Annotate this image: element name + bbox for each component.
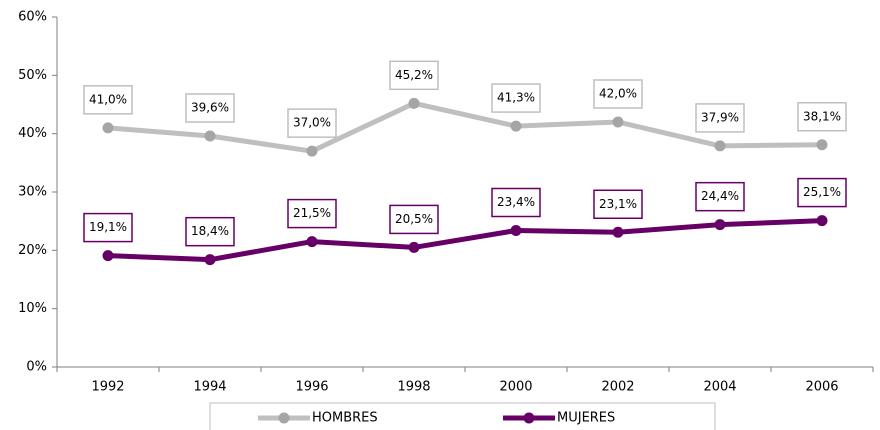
- value-label-box: [797, 177, 847, 208]
- point: [408, 97, 420, 109]
- y-tick-label: 10%: [18, 301, 47, 316]
- value-label: 21,5%: [293, 206, 331, 220]
- x-tick-label: 2000: [499, 380, 532, 395]
- x-tick-label: 2002: [601, 380, 634, 395]
- value-label-box: [83, 212, 133, 243]
- point: [510, 225, 522, 236]
- legend-label: HOMBRES: [312, 411, 378, 426]
- x-tick-label: 2006: [805, 380, 838, 395]
- value-label-box: [185, 216, 235, 247]
- value-label-box: [389, 204, 439, 235]
- value-label-box: [491, 187, 541, 218]
- series-line: [107, 100, 823, 154]
- legend-label: MUJERES: [557, 411, 615, 426]
- value-label: 41,3%: [497, 91, 535, 105]
- series-line: [107, 218, 823, 263]
- value-label: 20,5%: [395, 212, 433, 226]
- y-tick-label: 50%: [18, 68, 47, 83]
- y-tick-label: 60%: [18, 10, 47, 25]
- value-label: 18,4%: [191, 224, 229, 238]
- value-label-box: [491, 83, 541, 113]
- value-label-box: [695, 103, 745, 133]
- value-label: 25,1%: [803, 185, 841, 199]
- value-label: 23,1%: [599, 197, 637, 211]
- value-label: 37,9%: [701, 110, 739, 124]
- point: [714, 219, 726, 231]
- point: [510, 120, 522, 132]
- point: [714, 140, 726, 152]
- y-tick-label: 20%: [18, 243, 47, 258]
- point: [816, 139, 828, 151]
- value-label-box: [287, 198, 337, 229]
- value-label-box: [287, 108, 337, 138]
- y-tick-label: 40%: [18, 126, 47, 141]
- value-label: 41,0%: [89, 92, 127, 106]
- legend-marker: [523, 412, 535, 424]
- value-label: 23,4%: [497, 195, 535, 209]
- value-label: 45,2%: [395, 68, 433, 82]
- point: [102, 122, 114, 134]
- value-label: 39,6%: [191, 101, 229, 115]
- y-tick-label: 30%: [18, 185, 47, 200]
- value-label-box: [389, 60, 439, 91]
- y-tick-label: 0%: [26, 360, 47, 375]
- point: [408, 241, 420, 253]
- value-label: 37,0%: [293, 116, 331, 130]
- legend-marker: [278, 412, 290, 424]
- x-tick-label: 1994: [193, 380, 226, 395]
- x-tick-label: 1998: [397, 380, 430, 395]
- point: [306, 236, 318, 248]
- value-label-box: [83, 85, 133, 115]
- point: [612, 116, 624, 128]
- point: [816, 215, 828, 227]
- point: [612, 226, 624, 238]
- value-label-box: [593, 189, 643, 219]
- value-label-box: [185, 93, 235, 123]
- point: [306, 145, 318, 157]
- point: [204, 254, 216, 266]
- value-label-box: [593, 79, 643, 109]
- value-label-box: [797, 102, 847, 132]
- x-tick-label: 1992: [91, 380, 124, 395]
- value-label: 42,0%: [599, 87, 637, 101]
- value-label-box: [695, 181, 745, 212]
- x-tick-label: 2004: [703, 380, 736, 395]
- value-label: 24,4%: [701, 189, 739, 203]
- point: [204, 130, 216, 142]
- value-label: 38,1%: [803, 109, 841, 123]
- x-tick-label: 1996: [295, 380, 328, 395]
- point: [102, 250, 114, 262]
- value-label: 19,1%: [89, 220, 127, 234]
